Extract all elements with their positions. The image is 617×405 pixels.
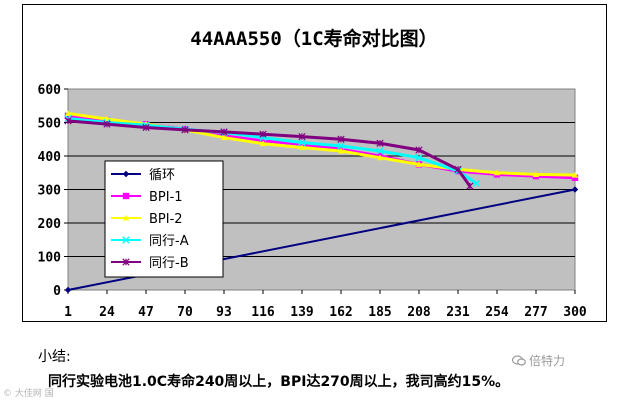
series-4 bbox=[64, 117, 474, 190]
y-tick-label: 600 bbox=[38, 83, 62, 98]
data-point bbox=[571, 174, 579, 181]
data-point bbox=[376, 139, 384, 147]
data-point bbox=[337, 135, 345, 143]
legend-marker bbox=[122, 192, 130, 200]
data-point bbox=[337, 142, 345, 150]
x-tick-label: 139 bbox=[290, 305, 313, 320]
x-tick-label: 208 bbox=[407, 305, 431, 320]
data-point bbox=[298, 132, 306, 141]
summary-text: 同行实验电池1.0C寿命240周以上，BPI达270周以上，我司高约15%。 bbox=[48, 374, 510, 390]
x-tick-label: 70 bbox=[177, 305, 193, 320]
data-point bbox=[415, 153, 423, 162]
x-tick-label: 93 bbox=[216, 305, 232, 320]
series-line bbox=[67, 116, 478, 185]
summary-title: 小结: bbox=[38, 349, 71, 365]
watermark-bottom-left: © 大佳网 国 bbox=[3, 386, 54, 399]
x-tick-label: 47 bbox=[138, 305, 154, 320]
life-comparison-chart: 44AAA550（1C寿命对比图） 0 100 200 300 400 500 600 1 24 4… bbox=[38, 27, 587, 320]
data-point bbox=[103, 120, 111, 128]
legend-marker bbox=[122, 258, 130, 266]
x-tick-label: 1 bbox=[64, 305, 72, 320]
legend-label: 同行-B bbox=[149, 256, 189, 271]
data-point bbox=[259, 130, 267, 138]
data-point bbox=[493, 169, 501, 176]
copyright-icon: © bbox=[3, 389, 12, 399]
legend: 循环 BPI-1 BPI-2 同行-A 同行-B bbox=[104, 160, 224, 278]
x-tick-label: 254 bbox=[485, 305, 509, 320]
data-point bbox=[415, 161, 423, 167]
x-tick-label: 116 bbox=[251, 305, 275, 320]
data-point bbox=[298, 141, 306, 148]
y-tick-label: 400 bbox=[38, 150, 62, 165]
data-point bbox=[64, 110, 72, 117]
legend-label: 同行-A bbox=[149, 234, 189, 249]
wechat-icon bbox=[512, 355, 526, 366]
watermark-top-right: 倍特力 bbox=[512, 352, 565, 369]
data-point bbox=[376, 154, 384, 161]
legend-label: BPI-2 bbox=[149, 212, 183, 227]
chart-frame: 44AAA550（1C寿命对比图） 0 100 200 300 400 500 600 1 24 4… bbox=[22, 4, 607, 322]
data-point bbox=[466, 182, 474, 190]
data-point bbox=[298, 144, 306, 151]
data-point bbox=[298, 138, 306, 147]
y-tick-label: 200 bbox=[38, 217, 62, 232]
data-point bbox=[181, 126, 189, 134]
x-tick-label: 24 bbox=[99, 305, 115, 320]
x-tick-label: 277 bbox=[524, 305, 547, 320]
data-point bbox=[337, 147, 345, 154]
series-line bbox=[67, 119, 472, 188]
watermark-top-right-text: 倍特力 bbox=[529, 354, 566, 368]
data-point bbox=[220, 134, 228, 141]
data-point bbox=[454, 165, 462, 174]
x-tick-label: 231 bbox=[446, 305, 470, 320]
x-tick-label: 300 bbox=[563, 305, 587, 320]
x-tick-label: 185 bbox=[368, 305, 391, 320]
legend-marker bbox=[122, 236, 130, 244]
y-tick-label: 100 bbox=[38, 251, 62, 266]
data-point bbox=[415, 146, 423, 154]
data-point bbox=[571, 171, 579, 178]
legend-label: 循环 bbox=[149, 168, 175, 183]
y-tick-label: 300 bbox=[38, 184, 62, 199]
x-tick-label: 162 bbox=[329, 305, 352, 320]
data-point bbox=[376, 147, 384, 155]
data-point bbox=[571, 186, 579, 193]
data-point bbox=[64, 286, 72, 294]
chart-title: 44AAA550（1C寿命对比图） bbox=[190, 27, 437, 50]
data-point bbox=[532, 171, 540, 177]
data-point bbox=[64, 117, 72, 125]
data-point bbox=[142, 123, 150, 132]
data-point bbox=[259, 140, 267, 147]
y-tick-label: 500 bbox=[38, 117, 62, 132]
y-tick-label: 0 bbox=[53, 284, 61, 299]
legend-marker bbox=[122, 170, 130, 178]
data-point bbox=[220, 128, 228, 136]
legend-label: BPI-1 bbox=[149, 190, 183, 205]
legend-marker bbox=[122, 214, 130, 221]
data-point bbox=[472, 179, 481, 188]
watermark-bottom-left-text: 大佳网 国 bbox=[14, 389, 54, 399]
